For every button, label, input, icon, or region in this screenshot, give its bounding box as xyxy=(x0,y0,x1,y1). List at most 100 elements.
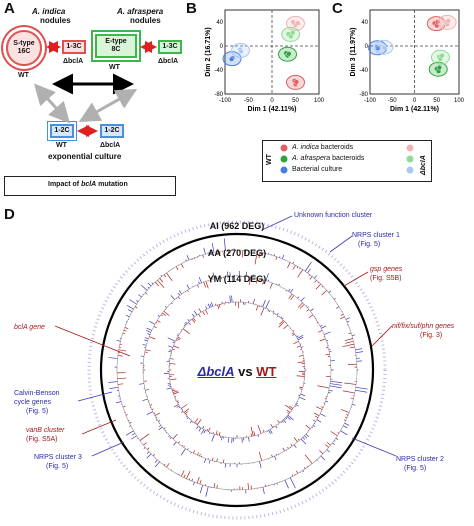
deg-bar xyxy=(345,340,354,344)
deg-bar xyxy=(291,332,295,335)
deg-bar xyxy=(157,315,160,317)
deg-bar xyxy=(261,252,264,257)
deg-bar xyxy=(255,278,258,284)
data-point xyxy=(290,30,296,36)
center-title: ΔbclA vs WT xyxy=(177,364,297,379)
etype-wt-label: WT xyxy=(109,64,120,71)
deg-bar xyxy=(109,386,119,389)
deg-bar xyxy=(273,425,275,428)
legend-suffix: mutation xyxy=(96,181,128,188)
deg-bar xyxy=(118,349,127,352)
deg-bar xyxy=(169,437,172,439)
deg-bar xyxy=(335,437,339,441)
legend-entry-afraspera-rest: bacteroids xyxy=(330,155,365,162)
deg-bar xyxy=(153,326,157,329)
panel-letter-c: C xyxy=(332,0,343,17)
deg-bar xyxy=(288,288,291,292)
deg-bar xyxy=(297,438,300,441)
deg-bar xyxy=(284,479,289,489)
deg-bar xyxy=(329,385,342,389)
deg-bar xyxy=(255,305,259,311)
deg-bar xyxy=(125,314,130,318)
deg-bar xyxy=(273,312,275,315)
deg-bar xyxy=(196,419,202,426)
deg-bar xyxy=(143,447,146,449)
deg-bar xyxy=(304,435,308,439)
deg-bar xyxy=(185,413,188,416)
annot-nrps1: NRPS cluster 1 xyxy=(352,232,400,239)
deg-bar xyxy=(329,383,342,386)
deg-bar xyxy=(278,283,280,286)
deg-bar xyxy=(165,306,167,308)
deg-bar xyxy=(272,310,275,313)
deg-bar xyxy=(160,274,163,277)
deg-bar xyxy=(129,425,131,427)
deg-bar xyxy=(305,305,307,307)
deg-bar xyxy=(215,430,218,435)
deg-bar xyxy=(125,430,134,436)
deg-bar xyxy=(151,282,154,285)
arrow-indica-culture xyxy=(33,83,71,124)
annot-bcla: bclA gene xyxy=(14,324,45,331)
annot-calvin-3: (Fig. 5) xyxy=(26,408,49,415)
deg-bar xyxy=(281,317,284,320)
deg-bar xyxy=(117,355,123,357)
deg-bar xyxy=(196,477,200,484)
deg-bar xyxy=(183,474,186,478)
deg-bar xyxy=(258,252,261,259)
afraspera-sub: nodules xyxy=(130,16,161,25)
deg-bar xyxy=(147,286,150,289)
deg-bar xyxy=(163,427,166,430)
deg-bar xyxy=(180,404,188,409)
deg-bar xyxy=(208,459,211,464)
deg-bar xyxy=(262,430,265,433)
deg-bar xyxy=(316,406,323,410)
deg-bar xyxy=(271,454,273,458)
deg-bar xyxy=(330,431,338,437)
deg-bar xyxy=(198,426,201,429)
deg-bar xyxy=(185,321,188,324)
stype-wt-label: WT xyxy=(18,72,29,79)
deg-bar xyxy=(126,304,134,310)
circos-plot xyxy=(54,215,397,520)
deg-bar xyxy=(158,420,161,422)
deg-bar xyxy=(205,486,209,497)
data-point xyxy=(293,79,300,85)
annot-gsp: gsp genes xyxy=(370,266,403,273)
annotation-leader xyxy=(77,391,113,402)
deg-bar xyxy=(203,281,206,288)
annotation-leader xyxy=(329,235,353,253)
deg-bar xyxy=(275,425,278,429)
deg-bar xyxy=(182,328,190,335)
deg-bar xyxy=(321,290,328,296)
deg-bar xyxy=(321,406,324,408)
deg-bar xyxy=(193,482,195,486)
deg-bar xyxy=(300,438,307,445)
deg-bar xyxy=(146,327,152,331)
deg-bar xyxy=(196,425,199,430)
deg-bar xyxy=(223,459,225,464)
deg-bar xyxy=(163,274,167,278)
deg-bar xyxy=(281,420,284,423)
deg-bar xyxy=(285,417,288,419)
annot-nrps3-fig: (Fig. 5) xyxy=(46,463,69,470)
etype-node: E-type 8C xyxy=(95,34,137,58)
deg-bar xyxy=(172,389,176,392)
y-tick-label: -80 xyxy=(214,92,223,98)
deg-bar xyxy=(176,338,180,341)
deg-bar xyxy=(167,384,171,386)
legend-text: Impact of bclA mutation xyxy=(48,181,128,189)
deg-bar xyxy=(317,281,319,284)
deg-bar xyxy=(302,470,305,473)
deg-bar xyxy=(146,411,153,415)
annot-nrps3: NRPS cluster 3 xyxy=(34,454,82,461)
deg-bar xyxy=(186,255,190,261)
deg-bar xyxy=(146,453,152,459)
deg-bar xyxy=(295,470,299,474)
data-point xyxy=(228,56,235,62)
deg-bar xyxy=(326,347,329,349)
deg-bar xyxy=(290,443,293,447)
deg-bar xyxy=(210,302,214,307)
deg-bar xyxy=(124,327,129,330)
culture-wt-label: WT xyxy=(56,142,67,149)
